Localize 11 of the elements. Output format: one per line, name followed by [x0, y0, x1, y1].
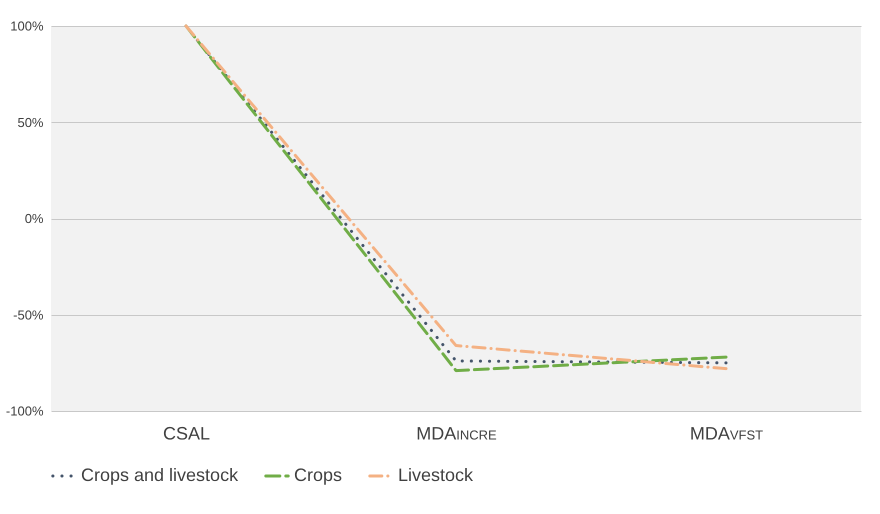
y-tick-label: -100%	[6, 404, 44, 418]
y-tick-label: -50%	[13, 307, 44, 322]
y-tick-label: 0%	[24, 211, 44, 226]
x-tick-label: CSAL	[162, 424, 210, 444]
x-tick-label: MDAVFST	[690, 424, 764, 444]
y-tick-label: 50%	[17, 114, 44, 130]
legend-label: Crops	[294, 465, 342, 485]
legend-label: Crops and livestock	[81, 465, 240, 485]
y-tick-label: 100%	[10, 18, 44, 34]
x-tick-label: MDAINCRE	[416, 424, 498, 444]
legend-label: Livestock	[398, 465, 474, 485]
